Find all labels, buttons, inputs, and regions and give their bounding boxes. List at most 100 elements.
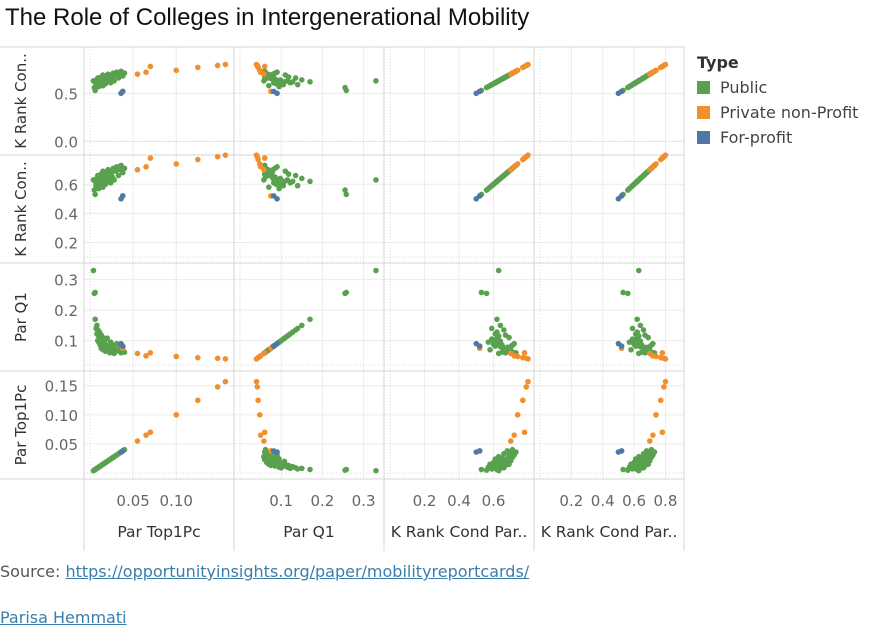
- point-public: [629, 325, 636, 332]
- point-public: [261, 177, 267, 183]
- point-public: [262, 446, 269, 453]
- point-private-non-profit: [134, 438, 141, 444]
- row-tick-label: 0.3: [54, 272, 78, 290]
- scatter-matrix: 0.0 0.5 0.2 0.4 0.6 0.1 0.2 0.3 0.05 0.10 0.15 0.05…: [0, 46, 685, 551]
- point-public: [373, 467, 379, 474]
- point-private-non-profit: [134, 166, 141, 173]
- point-public: [488, 325, 495, 332]
- point-private-non-profit: [662, 152, 669, 158]
- point-public: [282, 168, 289, 174]
- point-private-non-profit: [261, 429, 268, 436]
- point-private-non-profit: [662, 356, 669, 362]
- point-for-profit: [119, 448, 126, 454]
- legend-label-public: Public: [720, 78, 768, 97]
- col-tick-label: 0.2: [559, 492, 583, 510]
- legend-item-forprofit[interactable]: For-profit: [697, 125, 858, 150]
- point-public: [343, 191, 350, 198]
- point-public: [292, 172, 299, 179]
- point-private-non-profit: [514, 161, 521, 167]
- point-private-non-profit: [214, 62, 221, 69]
- point-private-non-profit: [143, 164, 149, 170]
- point-private-non-profit: [253, 152, 260, 158]
- point-public: [494, 329, 500, 335]
- legend-label-forprofit: For-profit: [720, 128, 793, 147]
- point-public: [268, 73, 274, 79]
- point-public: [281, 178, 288, 185]
- point-public: [625, 290, 631, 297]
- point-private-non-profit: [653, 67, 659, 74]
- point-public: [478, 466, 485, 473]
- point-public: [495, 453, 502, 460]
- point-for-profit: [270, 193, 277, 199]
- point-public: [111, 350, 117, 357]
- point-public: [487, 346, 493, 353]
- point-private-non-profit: [214, 384, 221, 390]
- point-for-profit: [618, 448, 625, 454]
- row-axis-label: Par Q1: [12, 292, 30, 342]
- col-tick-label: 0.2: [413, 492, 437, 510]
- col-tick-label: 0.3: [352, 492, 376, 510]
- point-public: [648, 446, 655, 453]
- point-public: [119, 169, 126, 176]
- col-axis-label: Par Top1Pc: [117, 523, 200, 541]
- point-public: [111, 78, 117, 84]
- point-private-non-profit: [523, 384, 530, 390]
- point-public: [643, 448, 650, 454]
- point-public: [635, 78, 642, 84]
- point-private-non-profit: [214, 153, 221, 160]
- point-public: [635, 453, 642, 460]
- point-for-profit: [618, 343, 625, 349]
- point-public: [90, 267, 97, 274]
- point-public: [281, 458, 288, 465]
- point-public: [635, 350, 642, 357]
- point-private-non-profit: [222, 356, 229, 362]
- point-public: [281, 79, 288, 85]
- point-public: [121, 165, 128, 172]
- source-link[interactable]: https://opportunityinsights.org/paper/mo…: [65, 562, 530, 581]
- legend-item-private[interactable]: Private non-Profit: [697, 100, 858, 125]
- author-link[interactable]: Parisa Hemmati: [0, 608, 127, 627]
- point-public: [276, 180, 282, 186]
- row-tick-label: 0.6: [54, 176, 78, 194]
- point-public: [113, 168, 119, 174]
- point-private-non-profit: [147, 63, 154, 70]
- point-public: [298, 77, 305, 83]
- point-public: [637, 322, 644, 329]
- point-private-non-profit: [261, 350, 268, 356]
- point-public: [645, 334, 652, 341]
- point-for-profit: [476, 448, 483, 454]
- point-for-profit: [270, 343, 277, 349]
- point-public: [343, 87, 350, 94]
- point-private-non-profit: [662, 378, 669, 385]
- point-public: [373, 267, 379, 274]
- point-private-non-profit: [173, 67, 180, 74]
- point-public: [634, 316, 641, 323]
- point-private-non-profit: [143, 353, 149, 359]
- legend-swatch-private: [697, 106, 710, 119]
- point-public: [294, 81, 301, 88]
- point-private-non-profit: [173, 353, 180, 360]
- row-tick-label: 0.5: [54, 85, 78, 103]
- col-axis-label: K Rank Cond Par..: [391, 523, 528, 541]
- point-public: [92, 289, 98, 296]
- point-private-non-profit: [195, 354, 201, 361]
- point-private-non-profit: [256, 412, 263, 418]
- point-private-non-profit: [147, 429, 154, 436]
- point-public: [497, 343, 504, 350]
- point-private-non-profit: [525, 378, 531, 385]
- row-tick-label: 0.05: [45, 436, 78, 454]
- row-tick-label: 0.2: [54, 302, 78, 320]
- point-private-non-profit: [195, 64, 201, 71]
- point-public: [495, 267, 502, 274]
- point-private-non-profit: [214, 355, 221, 362]
- point-public: [121, 70, 128, 76]
- legend-item-public[interactable]: Public: [697, 75, 858, 100]
- point-public: [91, 187, 98, 193]
- point-private-non-profit: [659, 429, 666, 436]
- legend-swatch-forprofit: [697, 131, 710, 144]
- row-axis-label: K Rank Con..: [12, 53, 30, 149]
- point-private-non-profit: [661, 384, 667, 390]
- point-private-non-profit: [253, 61, 260, 68]
- point-private-non-profit: [173, 161, 180, 167]
- legend-title: Type: [697, 53, 739, 72]
